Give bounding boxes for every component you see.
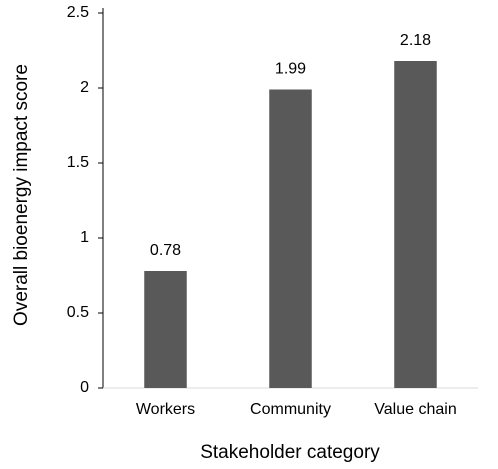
x-tick-label: Workers [136, 401, 195, 418]
x-axis-title: Stakeholder category [200, 442, 380, 463]
bar [269, 89, 312, 388]
y-tick-label: 1 [80, 229, 89, 246]
bar [144, 271, 187, 388]
data-label: 2.18 [400, 32, 431, 49]
y-tick-label: 1.5 [67, 154, 89, 171]
x-tick-label: Community [250, 401, 331, 418]
y-tick-label: 2 [80, 79, 89, 96]
data-label: 1.99 [275, 61, 306, 78]
x-tick-label: Value chain [374, 401, 456, 418]
y-tick-label: 0.5 [67, 304, 89, 321]
y-tick-label: 2.5 [67, 4, 89, 21]
bar [394, 61, 437, 388]
y-tick-label: 0 [80, 379, 89, 396]
y-axis-title: Overall bioenergy impact score [11, 64, 32, 326]
data-label: 0.78 [150, 242, 181, 259]
